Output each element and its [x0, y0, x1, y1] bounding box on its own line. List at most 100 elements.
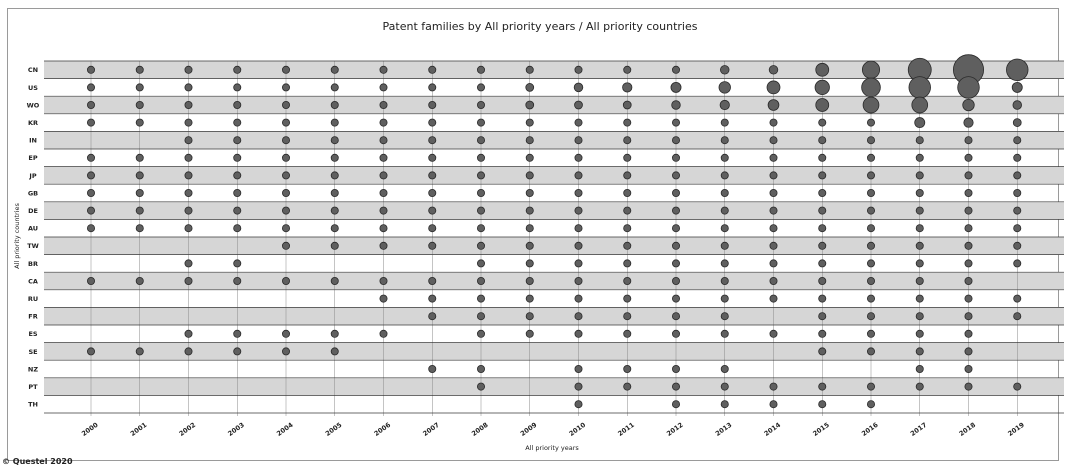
bubble-wo-2018 [962, 98, 975, 112]
y-tick-de: DE [28, 207, 38, 215]
bubble-fr-2012 [672, 312, 681, 321]
bubble-kr-2015 [818, 118, 827, 127]
bubble-in-2003 [233, 136, 242, 145]
x-tick-2017: 2017 [909, 421, 928, 438]
bubble-pt-2010 [574, 382, 583, 391]
bubble-nz-2012 [672, 364, 681, 373]
bubble-ru-2014 [769, 294, 778, 303]
bubble-ep-2016 [867, 153, 876, 162]
bubble-de-2007 [428, 206, 437, 215]
x-tick-2009: 2009 [519, 421, 539, 438]
bubble-wo-2012 [671, 100, 681, 110]
x-tick-2008: 2008 [470, 421, 490, 438]
bubble-br-2002 [184, 259, 193, 268]
x-tick-2019: 2019 [1006, 421, 1026, 438]
bubble-ep-2012 [672, 153, 681, 162]
bubble-de-2013 [720, 206, 729, 215]
bubble-fr-2007 [428, 312, 437, 321]
bubble-nz-2017 [915, 364, 924, 373]
bubble-kr-2004 [281, 118, 290, 127]
bubble-cn-2019 [1006, 58, 1029, 82]
bubble-tw-2010 [574, 241, 583, 250]
bubble-tw-2006 [379, 241, 388, 250]
bubble-kr-2005 [330, 118, 339, 127]
bubble-au-2018 [964, 224, 973, 233]
bubble-ep-2015 [818, 153, 827, 162]
bubble-br-2017 [915, 259, 924, 268]
y-tick-se: SE [28, 348, 37, 356]
bubble-se-2000 [87, 347, 96, 356]
copyright-text: © Questel 2020 [2, 457, 73, 466]
bubble-ru-2012 [672, 294, 681, 303]
bubble-jp-2008 [476, 171, 485, 180]
bubble-es-2011 [623, 329, 632, 338]
bubble-se-2003 [233, 347, 242, 356]
bubble-pt-2008 [476, 382, 485, 391]
bubble-de-2015 [818, 206, 827, 215]
bubble-ca-2012 [672, 276, 681, 285]
bubble-wo-2000 [87, 101, 96, 110]
chart-title: Patent families by All priority years / … [383, 20, 698, 33]
bubble-gb-2010 [574, 188, 583, 197]
bubble-kr-2017 [914, 117, 926, 129]
bubble-jp-2005 [330, 171, 339, 180]
bubble-es-2009 [525, 329, 534, 338]
bubble-ca-2014 [769, 276, 778, 285]
bubble-us-2008 [476, 83, 485, 92]
y-tick-cn: CN [28, 66, 38, 74]
bubble-in-2019 [1013, 136, 1022, 145]
bubble-us-2004 [281, 83, 290, 92]
bubble-br-2003 [233, 259, 242, 268]
bubble-ca-2007 [428, 276, 437, 285]
bubble-ca-2004 [281, 276, 290, 285]
bubble-fr-2009 [525, 312, 534, 321]
bubble-kr-2013 [720, 118, 729, 127]
bubble-br-2009 [525, 259, 534, 268]
bubble-ep-2002 [184, 153, 193, 162]
bubble-us-2010 [573, 82, 584, 93]
row-bands [44, 61, 1064, 396]
bubble-nz-2011 [623, 364, 632, 373]
bubble-wo-2019 [1012, 100, 1022, 110]
bubble-cn-2007 [428, 65, 437, 74]
bubble-fr-2015 [818, 312, 827, 321]
horizontal-gridlines [44, 60, 1064, 414]
bubble-de-2019 [1013, 206, 1022, 215]
bubble-ep-2007 [428, 153, 437, 162]
bubble-pt-2016 [867, 382, 876, 391]
bubble-in-2018 [964, 136, 973, 145]
bubble-cn-2008 [476, 65, 485, 74]
bubble-ru-2016 [867, 294, 876, 303]
bubble-jp-2013 [720, 171, 729, 180]
bubble-cn-2011 [623, 65, 632, 74]
y-tick-fr: FR [28, 313, 37, 321]
bubble-ru-2008 [476, 294, 485, 303]
bubble-au-2001 [135, 224, 144, 233]
bubble-us-2015 [814, 79, 830, 96]
bubble-gb-2011 [623, 188, 632, 197]
bubble-wo-2008 [476, 101, 485, 110]
bubble-ep-2009 [525, 153, 534, 162]
x-tick-2016: 2016 [860, 421, 880, 438]
bubble-gb-2017 [915, 188, 924, 197]
bubble-us-2013 [718, 81, 731, 94]
bubble-in-2008 [476, 136, 485, 145]
bubble-jp-2019 [1013, 171, 1022, 180]
bubble-au-2013 [720, 224, 729, 233]
bubble-se-2001 [135, 347, 144, 356]
bubble-ep-2014 [769, 153, 778, 162]
bubble-de-2017 [915, 206, 924, 215]
bubble-fr-2013 [720, 312, 729, 321]
x-tick-2006: 2006 [373, 421, 393, 438]
bubble-de-2004 [281, 206, 290, 215]
bubble-cn-2010 [574, 65, 583, 74]
bubble-tw-2005 [330, 241, 339, 250]
bubble-de-2016 [867, 206, 876, 215]
bubble-ru-2011 [623, 294, 632, 303]
bubble-pt-2011 [623, 382, 632, 391]
x-tick-2014: 2014 [763, 421, 783, 438]
y-tick-nz: NZ [28, 365, 38, 373]
bubble-de-2001 [135, 206, 144, 215]
bubble-cn-2013 [720, 65, 730, 75]
bubble-th-2015 [818, 400, 827, 409]
